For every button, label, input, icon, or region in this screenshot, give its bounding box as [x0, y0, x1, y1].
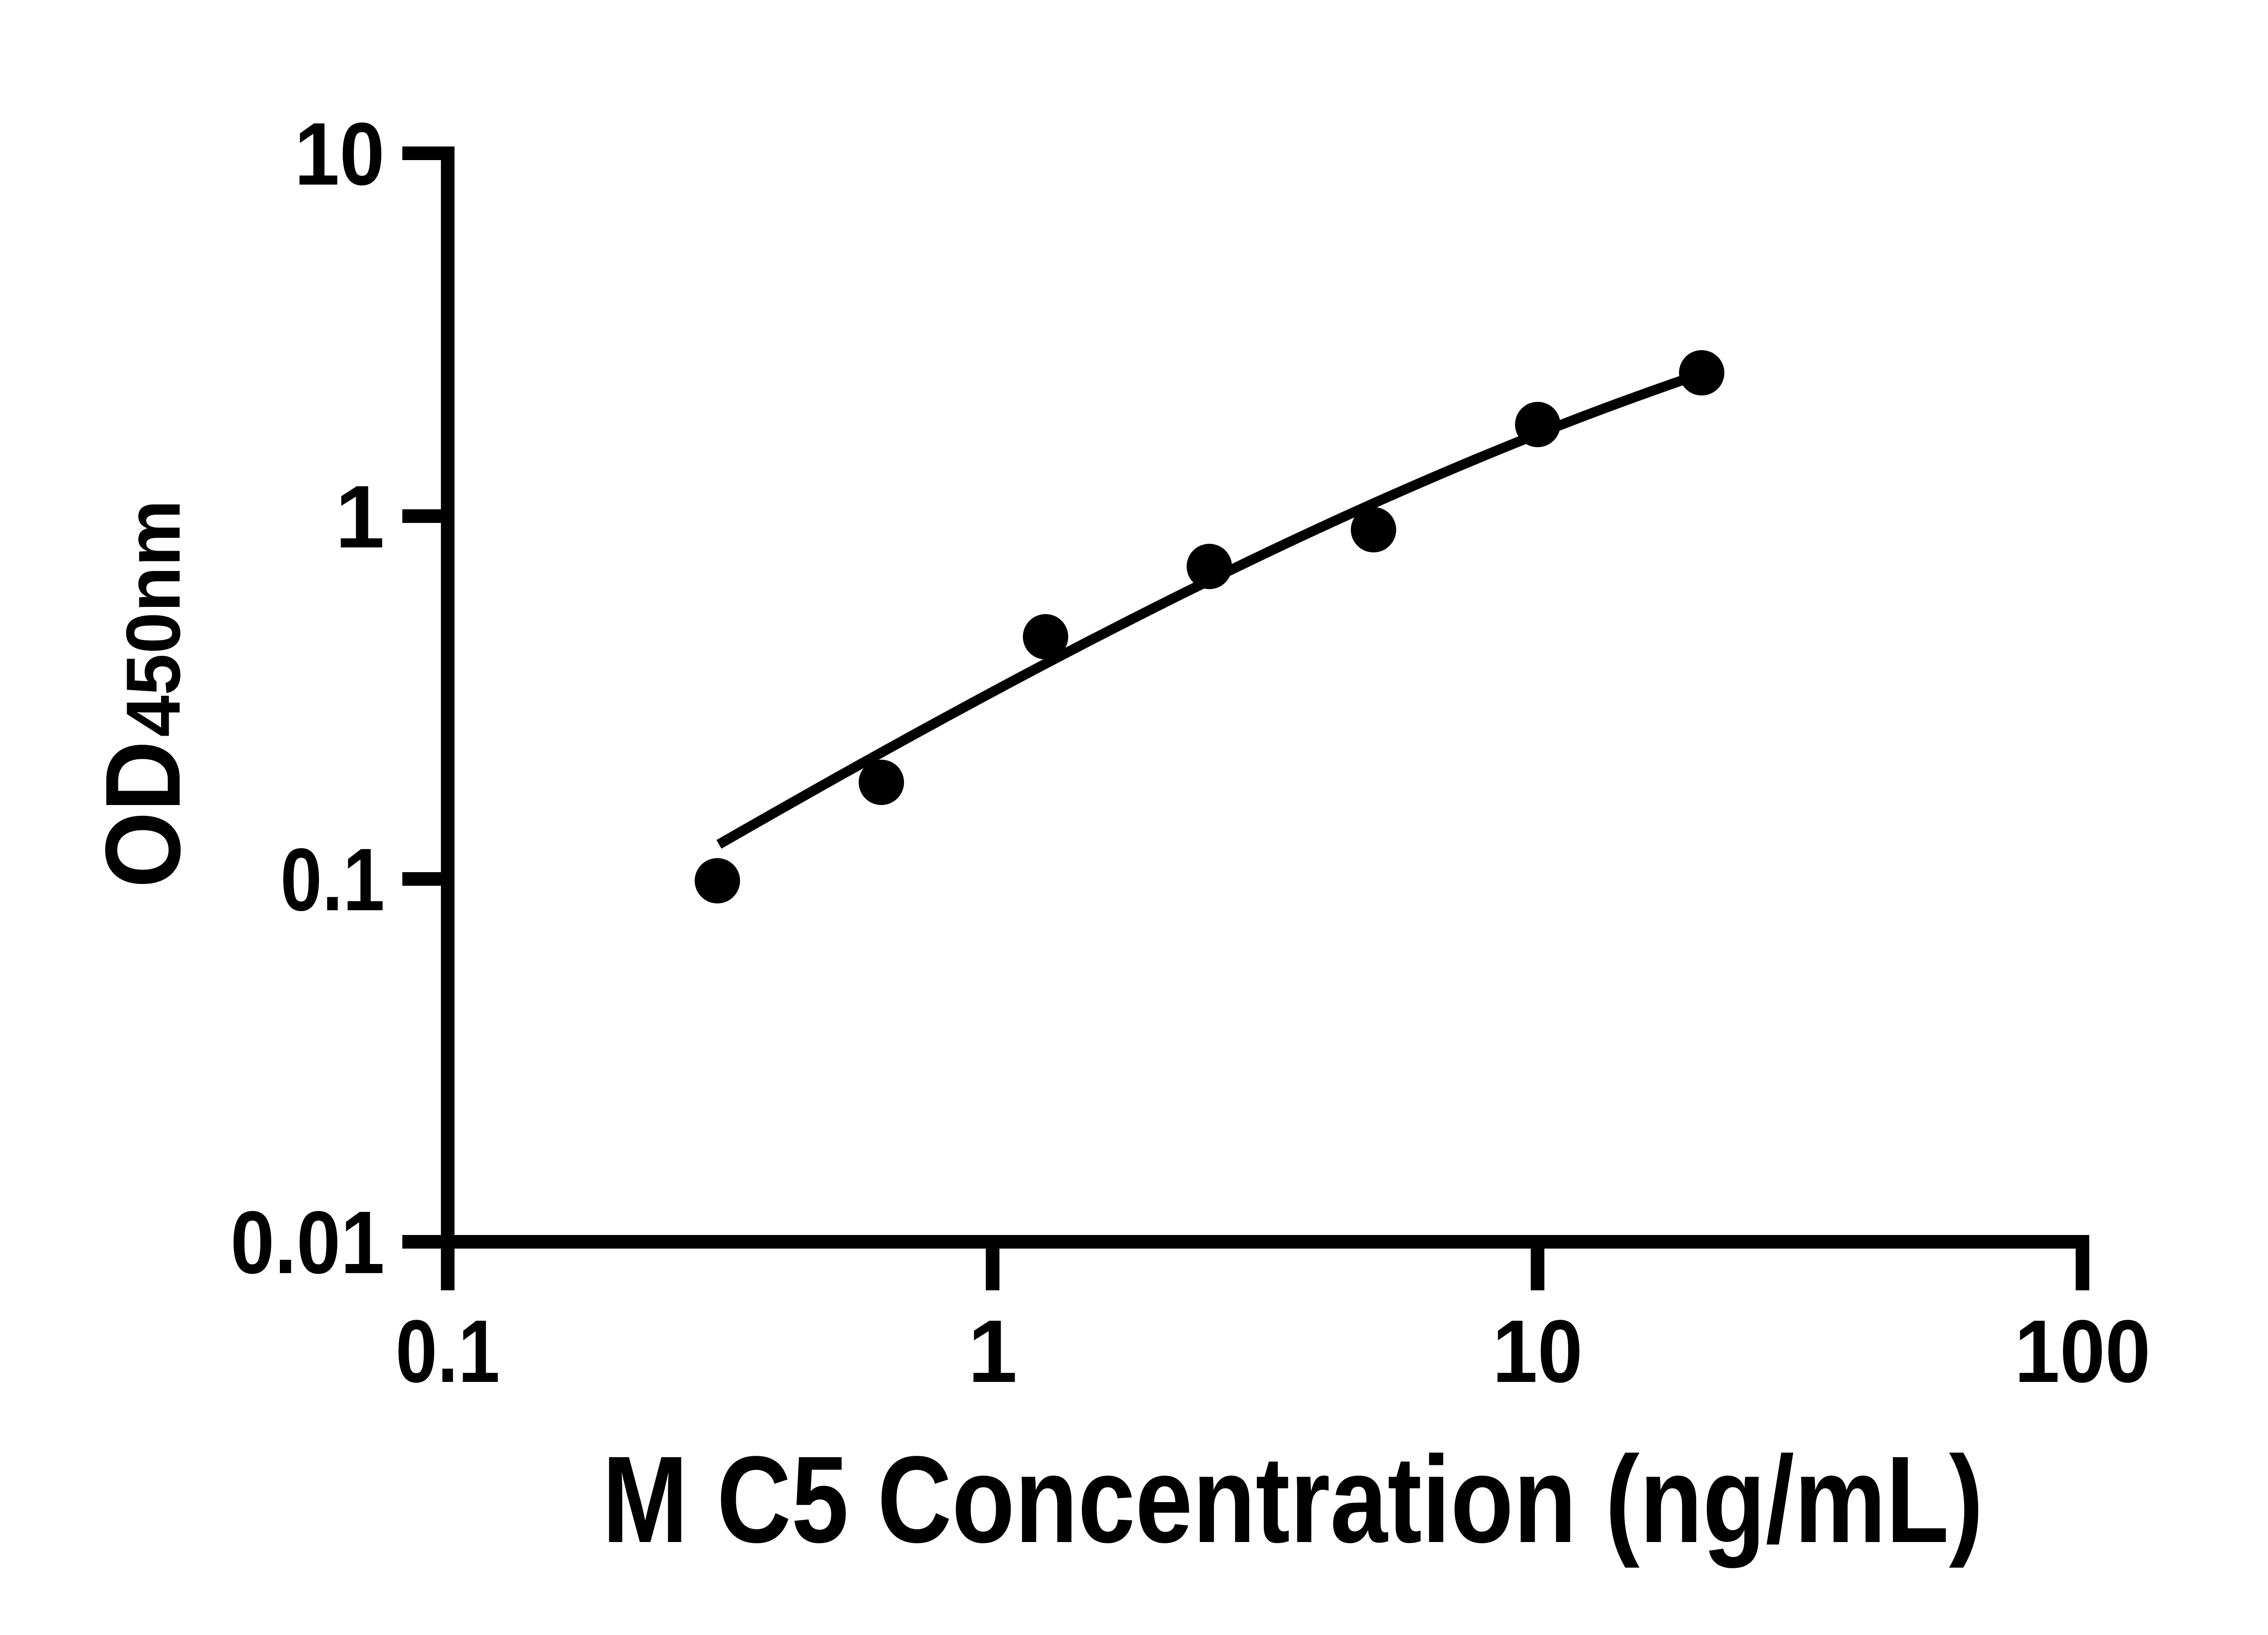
svg-text:0.01: 0.01 [230, 1193, 385, 1292]
svg-text:10: 10 [294, 104, 385, 204]
svg-text:M C5 Concentration (ng/mL): M C5 Concentration (ng/mL) [602, 1430, 1984, 1569]
svg-text:1: 1 [335, 467, 385, 566]
svg-text:0.1: 0.1 [396, 1302, 500, 1401]
svg-text:0.1: 0.1 [280, 830, 385, 929]
svg-text:1: 1 [968, 1302, 1017, 1401]
svg-text:10: 10 [1492, 1302, 1583, 1401]
svg-text:450nm: 450nm [110, 500, 196, 737]
svg-text:100: 100 [2014, 1302, 2151, 1401]
svg-text:OD: OD [83, 741, 202, 888]
